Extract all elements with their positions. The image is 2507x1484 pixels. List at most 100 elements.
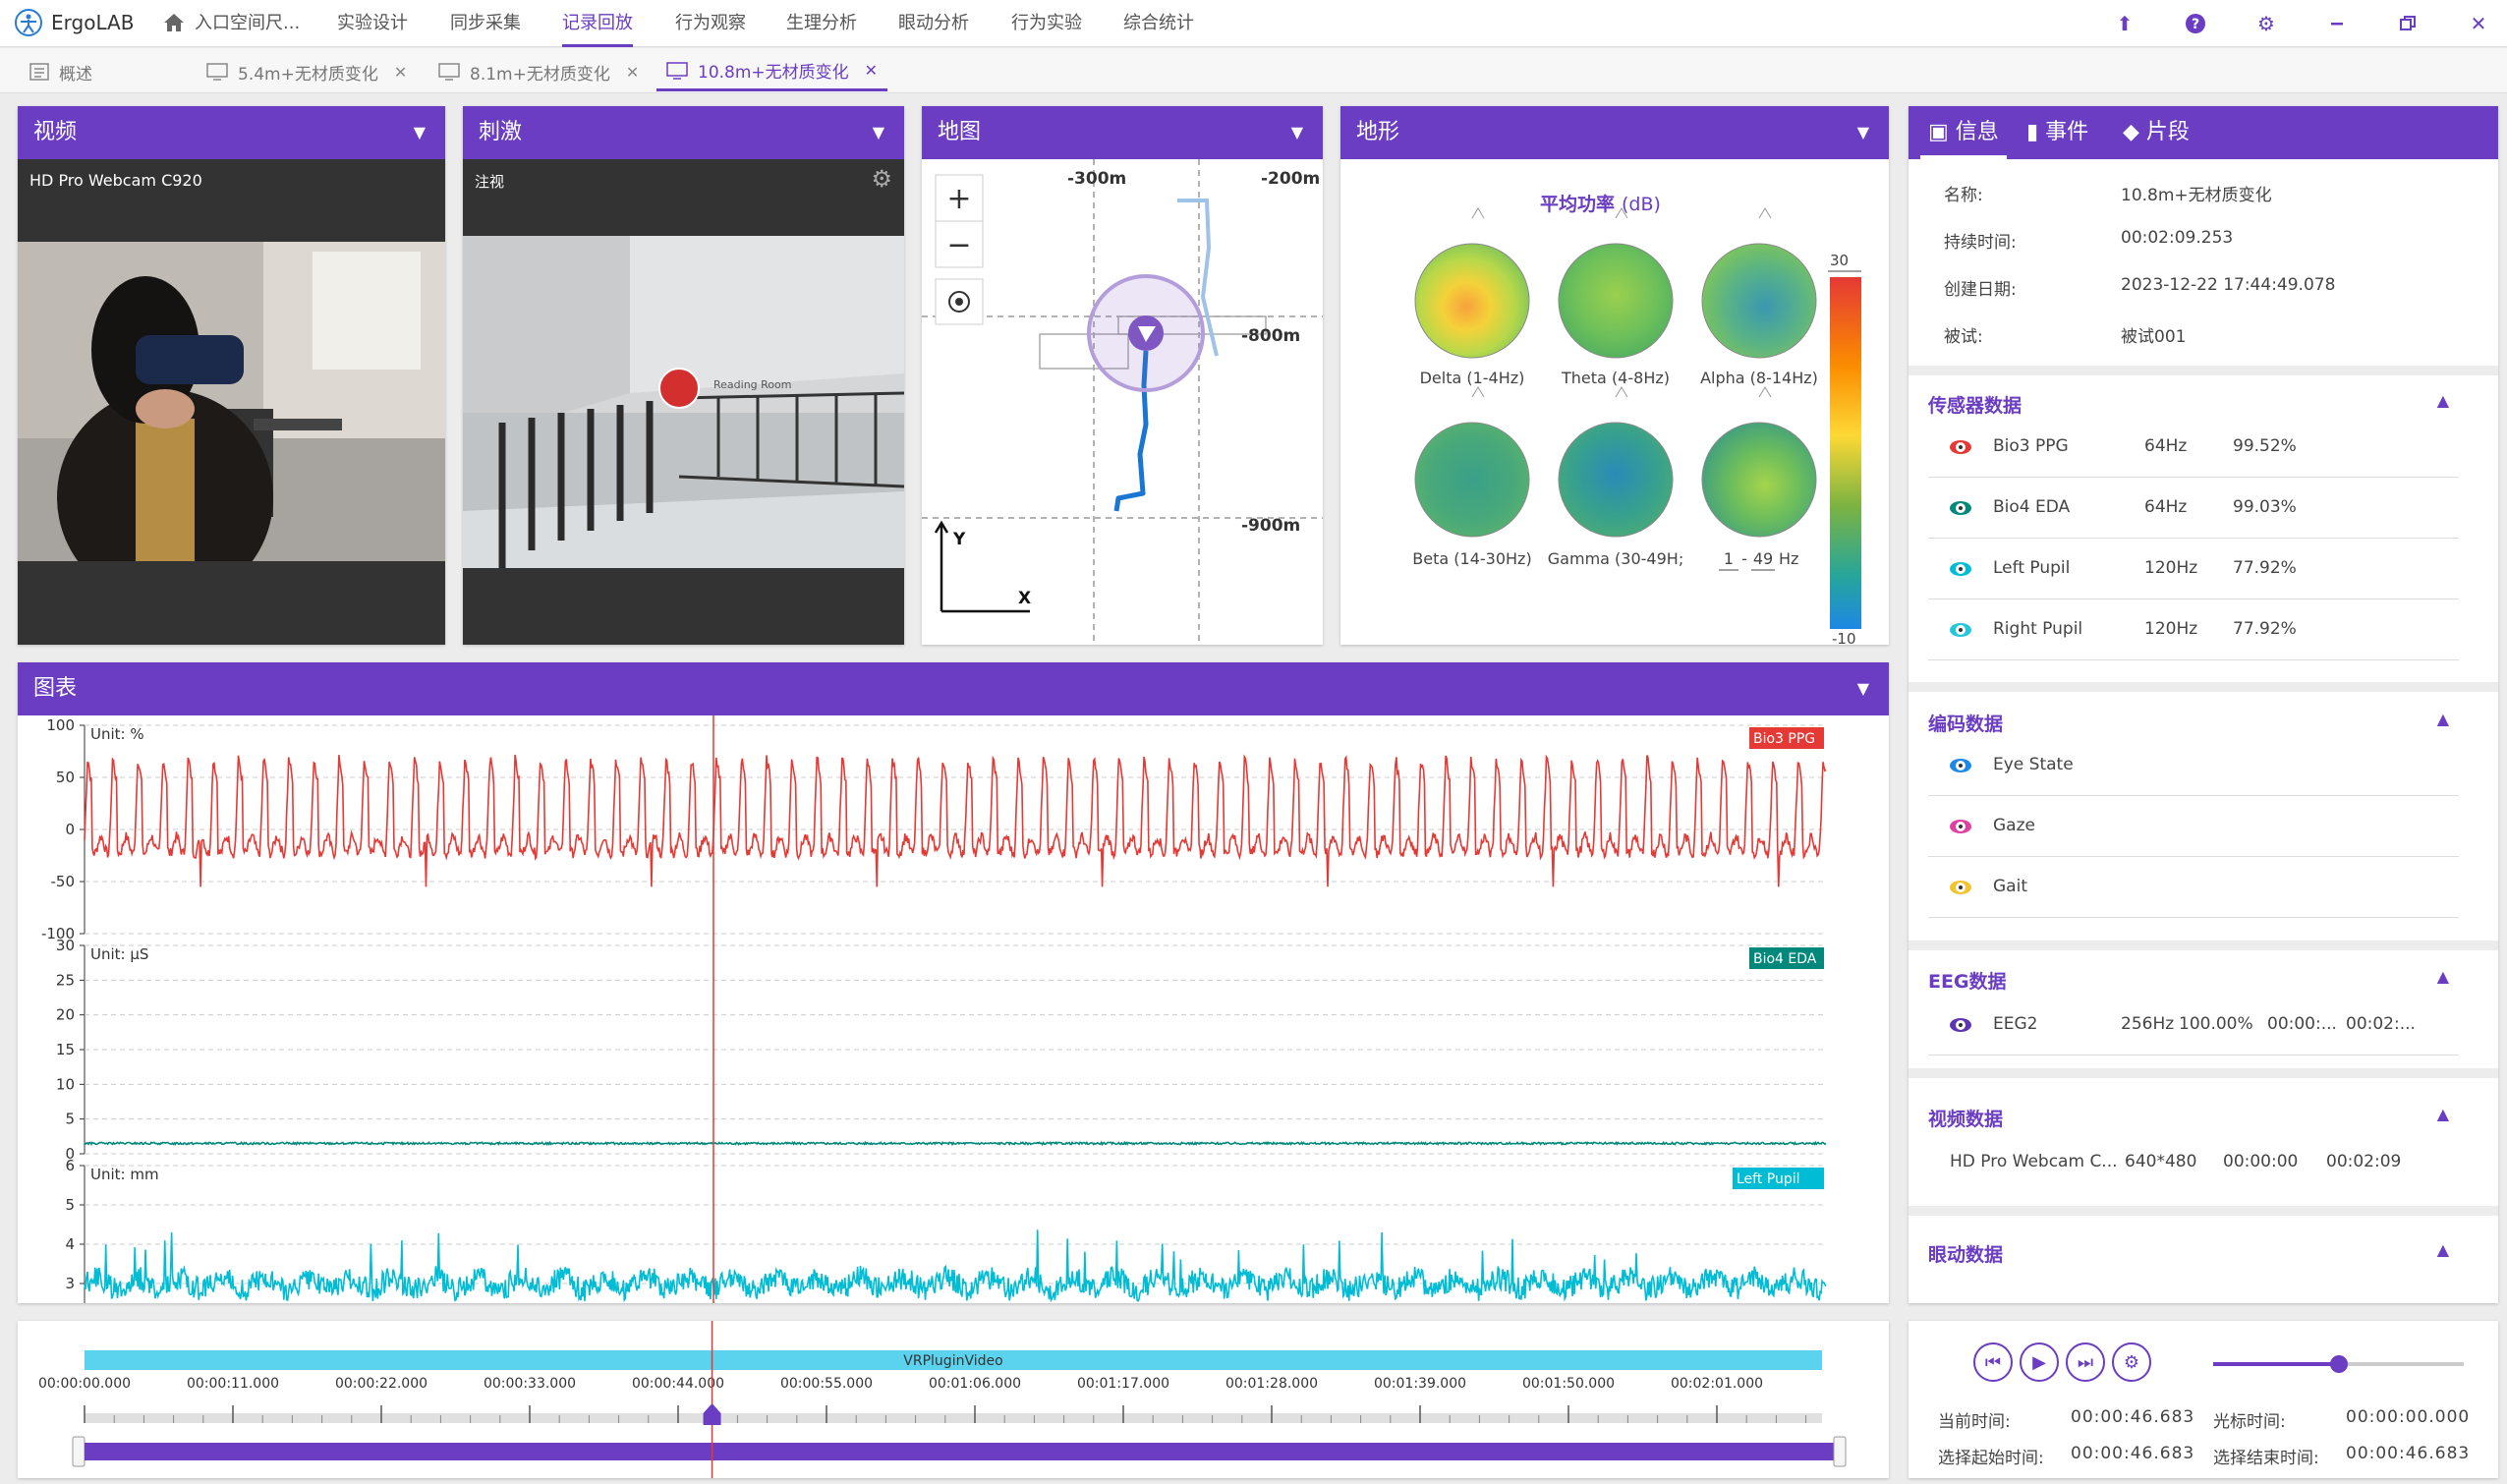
series-legend-badge: [1749, 947, 1824, 969]
chevron-down-icon[interactable]: ▼: [872, 123, 884, 142]
menu-item-entrance[interactable]: 入口空间尺...: [195, 13, 301, 33]
sensor-row[interactable]: Right Pupil 120Hz 77.92%: [1928, 599, 2459, 660]
selection-start-label: 选择起始时间:: [1938, 1449, 2044, 1468]
sensor-row[interactable]: Bio3 PPG 64Hz 99.52%: [1928, 417, 2459, 478]
tab-recording-54[interactable]: 5.4m+无材质变化 ✕: [197, 52, 417, 91]
selection-end-value: 00:00:46.683: [2346, 1444, 2471, 1463]
tab-close-icon[interactable]: ✕: [864, 61, 879, 80]
info-tab-bar: ▣ 信息 ▮ 事件 ◆ 片段: [1909, 106, 2498, 159]
scale-max: 30: [1830, 252, 1849, 269]
tab-events-label: 事件: [2045, 120, 2089, 144]
volume-fill: [2213, 1362, 2339, 1366]
tab-segments-label: 片段: [2145, 120, 2190, 144]
coding-row[interactable]: Gaze: [1928, 796, 2459, 857]
map-canvas[interactable]: -300m -200m -800m -900m + −: [922, 159, 1323, 645]
tab-close-icon[interactable]: ✕: [625, 62, 640, 82]
row-name: Gait: [1993, 877, 2027, 896]
tab-events[interactable]: ▮ 事件: [2019, 106, 2096, 159]
tab-overview[interactable]: 概述: [20, 52, 102, 91]
video-track[interactable]: [85, 1350, 1822, 1370]
eeg-row[interactable]: EEG2 256Hz 100.00% 00:00:... 00:02:...: [1928, 995, 2459, 1056]
timeline-tick-label: 00:00:22.000: [335, 1376, 427, 1392]
menu-item-physio-analysis[interactable]: 生理分析: [786, 13, 857, 33]
chevron-up-icon[interactable]: ▲: [2436, 391, 2449, 410]
info-row-subject: 被试: 被试001: [1909, 322, 2498, 362]
tab-close-icon[interactable]: ✕: [393, 62, 408, 82]
y-tick-label: 3: [65, 1275, 75, 1292]
coding-row[interactable]: Eye State: [1928, 735, 2459, 796]
range-handle-right[interactable]: [1833, 1436, 1847, 1467]
chevron-down-icon[interactable]: ▼: [1856, 679, 1869, 698]
info-row-created: 创建日期: 2023-12-22 17:44:49.078: [1909, 275, 2498, 314]
eye-icon[interactable]: [1950, 759, 1971, 772]
tab-info[interactable]: ▣ 信息: [1920, 106, 2007, 159]
next-frame-icon[interactable]: ⏭: [2066, 1342, 2105, 1382]
unit-label: Unit: mm: [90, 1166, 159, 1183]
tab-recording-81[interactable]: 8.1m+无材质变化 ✕: [428, 52, 649, 91]
menu-item-stats[interactable]: 综合统计: [1123, 13, 1194, 33]
eye-icon[interactable]: [1950, 501, 1971, 515]
menu-item-behavior-experiment[interactable]: 行为实验: [1011, 13, 1082, 33]
tab-recording-108[interactable]: 10.8m+无材质变化 ✕: [656, 52, 888, 91]
upload-icon[interactable]: ⬆: [2116, 12, 2134, 35]
eye-icon[interactable]: [1950, 1018, 1971, 1032]
menu-item-behavior-observe[interactable]: 行为观察: [675, 13, 746, 33]
eye-icon[interactable]: [1950, 623, 1971, 637]
playback-settings-gear-icon[interactable]: ⚙: [2112, 1342, 2151, 1382]
timeline[interactable]: VRPluginVideo 00:00:00.000 00:00:11.000 00:…: [18, 1321, 1889, 1478]
current-time-label: 当前时间:: [1938, 1412, 2011, 1432]
video-data-row[interactable]: HD Pro Webcam C... 640*480 00:00:00 00:0…: [1928, 1132, 2459, 1193]
eye-icon[interactable]: [1950, 440, 1971, 454]
range-handle-left[interactable]: [72, 1436, 85, 1467]
chevron-up-icon[interactable]: ▲: [2436, 1105, 2449, 1123]
chevron-down-icon[interactable]: ▼: [1290, 123, 1303, 142]
custom-band-range[interactable]: 1 - 49 Hz: [1719, 549, 1798, 571]
chevron-down-icon[interactable]: ▼: [1856, 123, 1869, 142]
monitor-icon: [666, 61, 688, 80]
chevron-down-icon[interactable]: ▼: [413, 123, 426, 142]
coding-row[interactable]: Gait: [1928, 857, 2459, 918]
info-value: 10.8m+无材质变化: [2121, 186, 2272, 205]
timeline-tick-label: 00:00:00.000: [38, 1376, 131, 1392]
stimulus-settings-gear-icon[interactable]: ⚙: [871, 165, 892, 193]
help-icon[interactable]: ?: [2182, 10, 2209, 37]
minimize-icon[interactable]: [2323, 10, 2351, 37]
restore-icon[interactable]: [2394, 10, 2422, 37]
menu-item-sync-capture[interactable]: 同步采集: [450, 13, 521, 33]
menu-item-experiment-design[interactable]: 实验设计: [337, 13, 408, 33]
volume-slider[interactable]: [2213, 1355, 2464, 1373]
play-icon[interactable]: ▶: [2020, 1342, 2059, 1382]
eye-icon[interactable]: [1950, 562, 1971, 576]
eye-icon[interactable]: [1950, 881, 1971, 894]
menu-item-playback[interactable]: 记录回放: [562, 0, 633, 47]
sensor-row[interactable]: Bio4 EDA 64Hz 99.03%: [1928, 478, 2459, 539]
video-track-label: VRPluginVideo: [903, 1353, 1002, 1369]
y-tick-label: 50: [56, 769, 75, 786]
home-icon[interactable]: [162, 12, 186, 37]
map-panel-header: 地图 ▼: [922, 106, 1323, 159]
volume-knob[interactable]: [2329, 1355, 2348, 1373]
menu-item-eye-analysis[interactable]: 眼动分析: [898, 13, 969, 33]
row-rate: 64Hz: [2144, 497, 2188, 517]
zoom-in-icon[interactable]: +: [946, 182, 971, 216]
info-value: 2023-12-22 17:44:49.078: [2121, 275, 2336, 295]
sensor-row[interactable]: Left Pupil 120Hz 77.92%: [1928, 539, 2459, 599]
chevron-up-icon[interactable]: ▲: [2436, 710, 2449, 728]
top-menu-bar: ErgoLAB 入口空间尺... 实验设计 同步采集 记录回放 行为观察 生理分…: [0, 0, 2507, 47]
eye-icon[interactable]: [1950, 820, 1971, 833]
timeline-playhead-handle[interactable]: [703, 1403, 721, 1425]
tab-segments[interactable]: ◆ 片段: [2115, 106, 2197, 159]
chevron-up-icon[interactable]: ▲: [2436, 967, 2449, 986]
range-selection-bar[interactable]: [85, 1443, 1834, 1460]
timeline-tick-label: 00:00:11.000: [187, 1376, 279, 1392]
chevron-up-icon[interactable]: ▲: [2436, 1240, 2449, 1259]
selection-start-value: 00:00:46.683: [2071, 1444, 2195, 1463]
zoom-out-icon[interactable]: −: [946, 228, 971, 262]
custom-band-low[interactable]: 1: [1724, 549, 1734, 568]
custom-band-high[interactable]: 49: [1753, 549, 1773, 568]
previous-frame-icon[interactable]: ⏮: [1973, 1342, 2013, 1382]
locate-icon[interactable]: [948, 291, 970, 313]
settings-gear-icon[interactable]: ⚙: [2257, 12, 2275, 35]
close-window-icon[interactable]: ✕: [2470, 12, 2487, 35]
